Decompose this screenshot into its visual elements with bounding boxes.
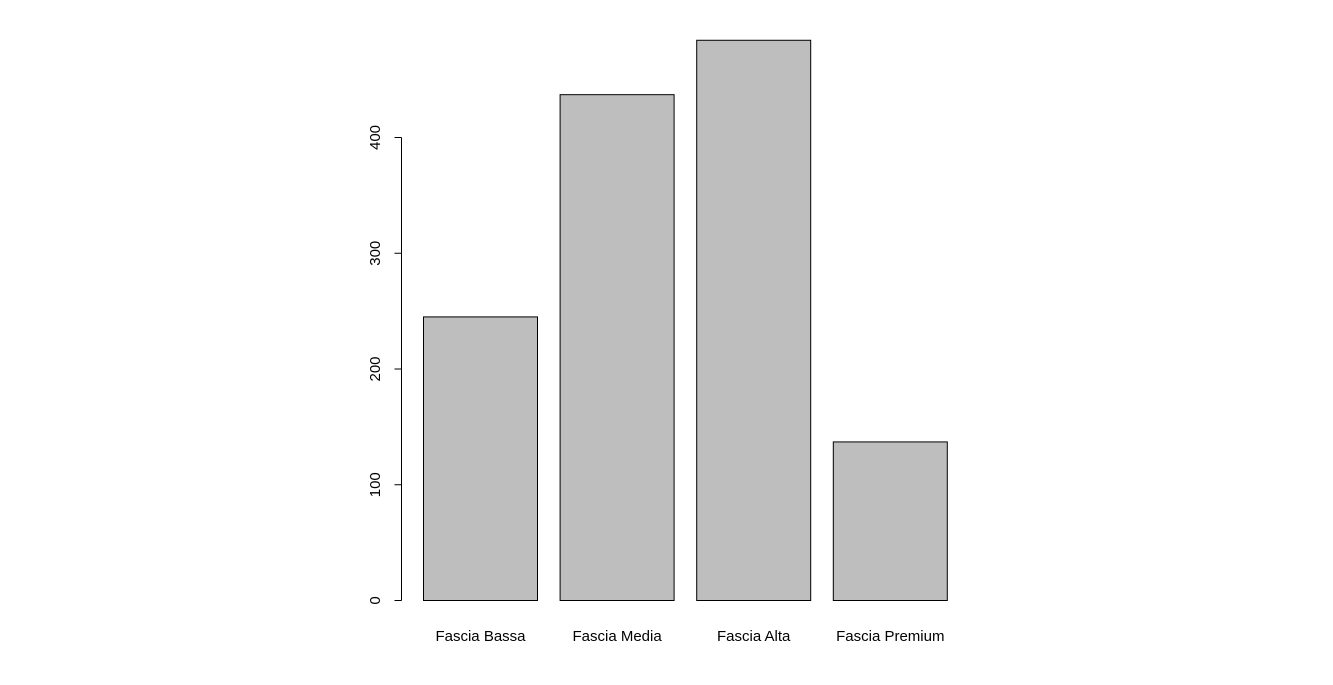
y-tick-label: 100	[367, 472, 384, 497]
x-category-label: Fascia Media	[572, 628, 662, 645]
bar	[423, 316, 538, 601]
bar	[696, 39, 812, 601]
bar	[559, 94, 675, 602]
y-tick-label: 200	[367, 356, 384, 381]
x-category-label: Fascia Premium	[836, 628, 944, 645]
bar	[832, 441, 948, 601]
y-tick-label: 400	[367, 125, 384, 150]
y-axis: 0 100 200 300 400	[367, 125, 402, 605]
bars	[423, 39, 948, 602]
y-tick-label: 300	[367, 241, 384, 266]
x-category-label: Fascia Alta	[717, 628, 791, 645]
x-axis-labels: Fascia Bassa Fascia Media Fascia Alta Fasci…	[435, 628, 944, 645]
x-category-label: Fascia Bassa	[435, 628, 526, 645]
y-tick-label: 0	[367, 596, 384, 604]
